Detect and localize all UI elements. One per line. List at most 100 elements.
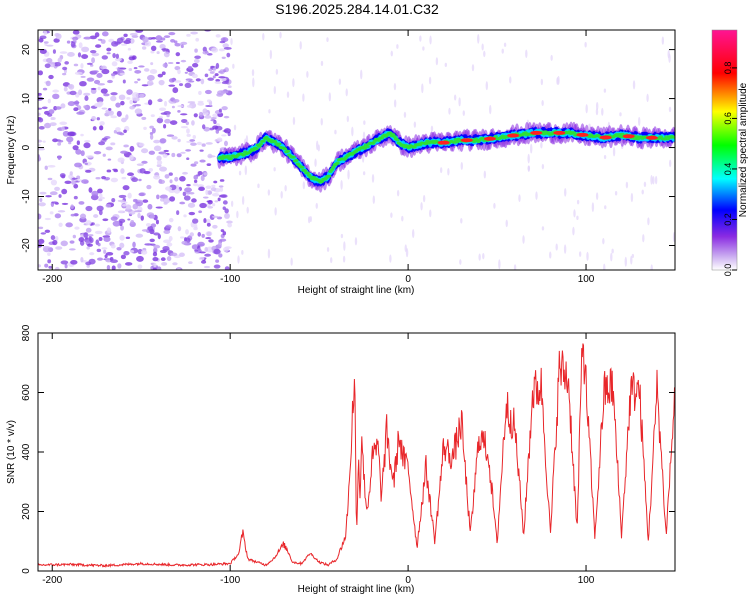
faint-streak — [611, 248, 614, 254]
noise-blob — [182, 171, 188, 175]
faint-streak — [230, 38, 233, 46]
ridge-band-mark — [571, 131, 577, 135]
noise-blob — [181, 240, 188, 245]
noise-blob — [137, 78, 141, 81]
noise-blob — [191, 198, 197, 203]
noise-blob — [222, 200, 228, 205]
noise-blob — [180, 44, 184, 49]
faint-streak — [501, 48, 504, 54]
noise-blob — [38, 70, 43, 76]
noise-blob — [150, 114, 155, 118]
noise-blob — [205, 189, 209, 196]
noise-blob — [195, 37, 200, 42]
noise-blob — [220, 77, 227, 82]
noise-blob — [179, 113, 188, 116]
faint-streak — [509, 76, 512, 84]
colorbar-label: Normalized spectral amplitude — [738, 82, 749, 217]
noise-blob — [96, 117, 100, 121]
noise-blob — [135, 233, 144, 238]
noise-blob — [203, 218, 207, 224]
noise-blob — [38, 139, 43, 143]
noise-blob — [150, 45, 157, 51]
faint-streak — [493, 202, 496, 209]
noise-blob — [213, 264, 221, 269]
noise-blob — [201, 143, 206, 147]
noise-blob — [199, 251, 206, 254]
faint-streak — [586, 251, 589, 261]
noise-blob — [167, 62, 174, 65]
noise-blob — [96, 72, 103, 79]
noise-blob — [210, 187, 217, 192]
bottom-x-axis: -200 -100 0 100 — [42, 333, 595, 586]
noise-blob — [62, 72, 67, 76]
noise-blob — [218, 185, 224, 188]
faint-streak — [563, 244, 567, 254]
top-xtick-label: -100 — [220, 274, 240, 285]
noise-blob — [214, 200, 219, 203]
faint-streak — [347, 169, 350, 180]
noise-blob — [112, 220, 121, 227]
noise-blob — [137, 212, 141, 219]
faint-streak — [576, 199, 580, 205]
noise-blob — [138, 192, 145, 197]
noise-blob — [73, 107, 79, 112]
noise-blob — [132, 97, 140, 102]
noise-blob — [57, 155, 61, 161]
noise-blob — [115, 127, 121, 132]
faint-streak — [268, 109, 271, 114]
faint-streak — [482, 252, 485, 260]
faint-streak — [624, 256, 627, 267]
noise-blob — [149, 125, 154, 129]
noise-blob — [211, 215, 219, 218]
noise-blob — [156, 194, 160, 200]
noise-blob — [158, 179, 166, 184]
noise-blob — [120, 150, 128, 154]
noise-blob — [190, 31, 199, 35]
noise-blob — [212, 75, 216, 79]
noise-blob — [159, 138, 167, 144]
noise-blob — [80, 150, 85, 157]
faint-streak — [241, 250, 244, 255]
noise-blob — [117, 157, 125, 163]
faint-streak — [401, 215, 404, 222]
ridge-band-mark — [257, 144, 262, 148]
noise-blob — [119, 234, 125, 241]
noise-blob — [117, 263, 122, 269]
faint-streak — [252, 77, 255, 88]
noise-blob — [125, 37, 132, 42]
ridge-band-mark — [258, 142, 263, 146]
noise-blob — [144, 68, 150, 72]
noise-blob — [121, 203, 128, 207]
ridge-band-mark — [493, 135, 498, 139]
ridge-band-mark — [329, 168, 335, 172]
noise-blob — [215, 79, 221, 82]
noise-blob — [42, 87, 48, 91]
noise-blob — [46, 57, 53, 63]
ridge-band-mark — [331, 165, 336, 169]
faint-streak — [315, 202, 318, 209]
noise-blob — [101, 31, 109, 37]
noise-blob — [127, 47, 131, 51]
noise-blob — [202, 108, 208, 114]
noise-blob — [44, 229, 51, 233]
faint-streak — [241, 195, 245, 205]
noise-blob — [202, 50, 209, 55]
noise-blob — [38, 107, 43, 110]
noise-blob — [153, 145, 162, 152]
noise-blob — [192, 63, 199, 68]
noise-blob — [39, 191, 47, 195]
noise-blob — [128, 67, 133, 72]
noise-blob — [108, 108, 112, 111]
ridge-band-mark — [225, 154, 231, 158]
noise-blob — [208, 68, 213, 72]
noise-blob — [57, 57, 62, 63]
noise-blob — [164, 118, 171, 124]
noise-blob — [111, 198, 116, 203]
noise-blob — [164, 174, 170, 179]
noise-blob — [185, 149, 192, 152]
faint-streak — [299, 41, 302, 50]
top-ytick-label: 10 — [21, 93, 32, 105]
faint-streak — [603, 154, 607, 160]
ridge-band-mark — [388, 131, 393, 135]
faint-streak — [460, 162, 463, 170]
